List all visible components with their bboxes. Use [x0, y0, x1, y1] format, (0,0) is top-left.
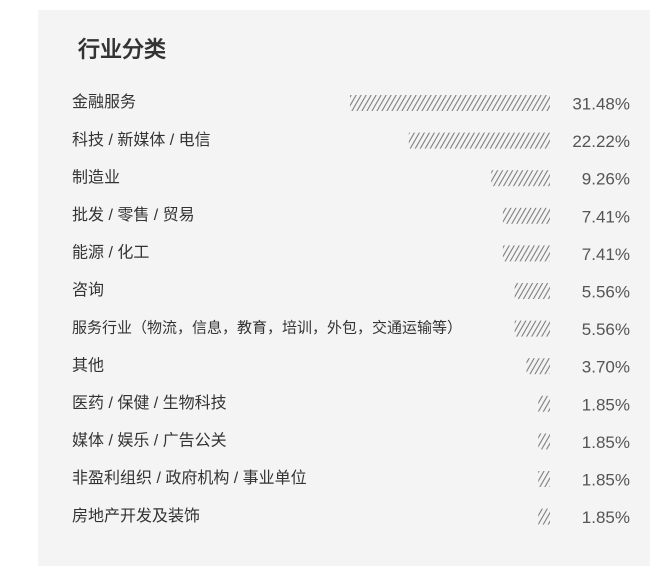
category-label: 医药 / 保健 / 生物科技	[72, 394, 227, 412]
value-label: 31.48%	[572, 94, 630, 113]
bar	[526, 358, 550, 375]
category-label: 金融服务	[72, 93, 136, 111]
bar	[350, 95, 550, 111]
bar	[514, 320, 550, 337]
bar	[408, 132, 550, 149]
bar	[538, 395, 550, 412]
category-label: 咨询	[72, 281, 104, 299]
value-label: 7.41%	[582, 207, 630, 226]
bar	[538, 508, 550, 525]
category-label: 能源 / 化工	[72, 244, 149, 262]
value-label: 1.85%	[582, 470, 630, 489]
bar	[491, 170, 550, 187]
value-label: 1.85%	[582, 508, 630, 527]
bar	[502, 245, 550, 262]
bar	[514, 283, 550, 299]
value-label: 5.56%	[582, 320, 630, 339]
value-label: 22.22%	[572, 132, 630, 151]
value-label: 7.41%	[582, 245, 630, 264]
value-label: 5.56%	[582, 282, 630, 301]
chart-title: 行业分类	[77, 37, 167, 62]
category-label: 媒体 / 娱乐 / 广告公关	[72, 432, 227, 450]
category-label: 房地产开发及装饰	[72, 507, 200, 525]
category-label: 其他	[72, 356, 104, 374]
value-label: 9.26%	[582, 170, 630, 189]
value-label: 1.85%	[582, 395, 630, 414]
category-label: 批发 / 零售 / 贸易	[72, 206, 195, 224]
bar	[502, 207, 550, 224]
bar	[538, 471, 550, 487]
value-label: 3.70%	[582, 358, 630, 377]
bar	[538, 433, 550, 450]
category-label: 科技 / 新媒体 / 电信	[72, 131, 211, 149]
category-label: 服务行业（物流，信息，教育，培训，外包，交通运输等）	[72, 319, 462, 337]
category-label: 制造业	[72, 168, 120, 186]
category-label: 非盈利组织 / 政府机构 / 事业单位	[72, 469, 307, 487]
value-label: 1.85%	[582, 433, 630, 452]
